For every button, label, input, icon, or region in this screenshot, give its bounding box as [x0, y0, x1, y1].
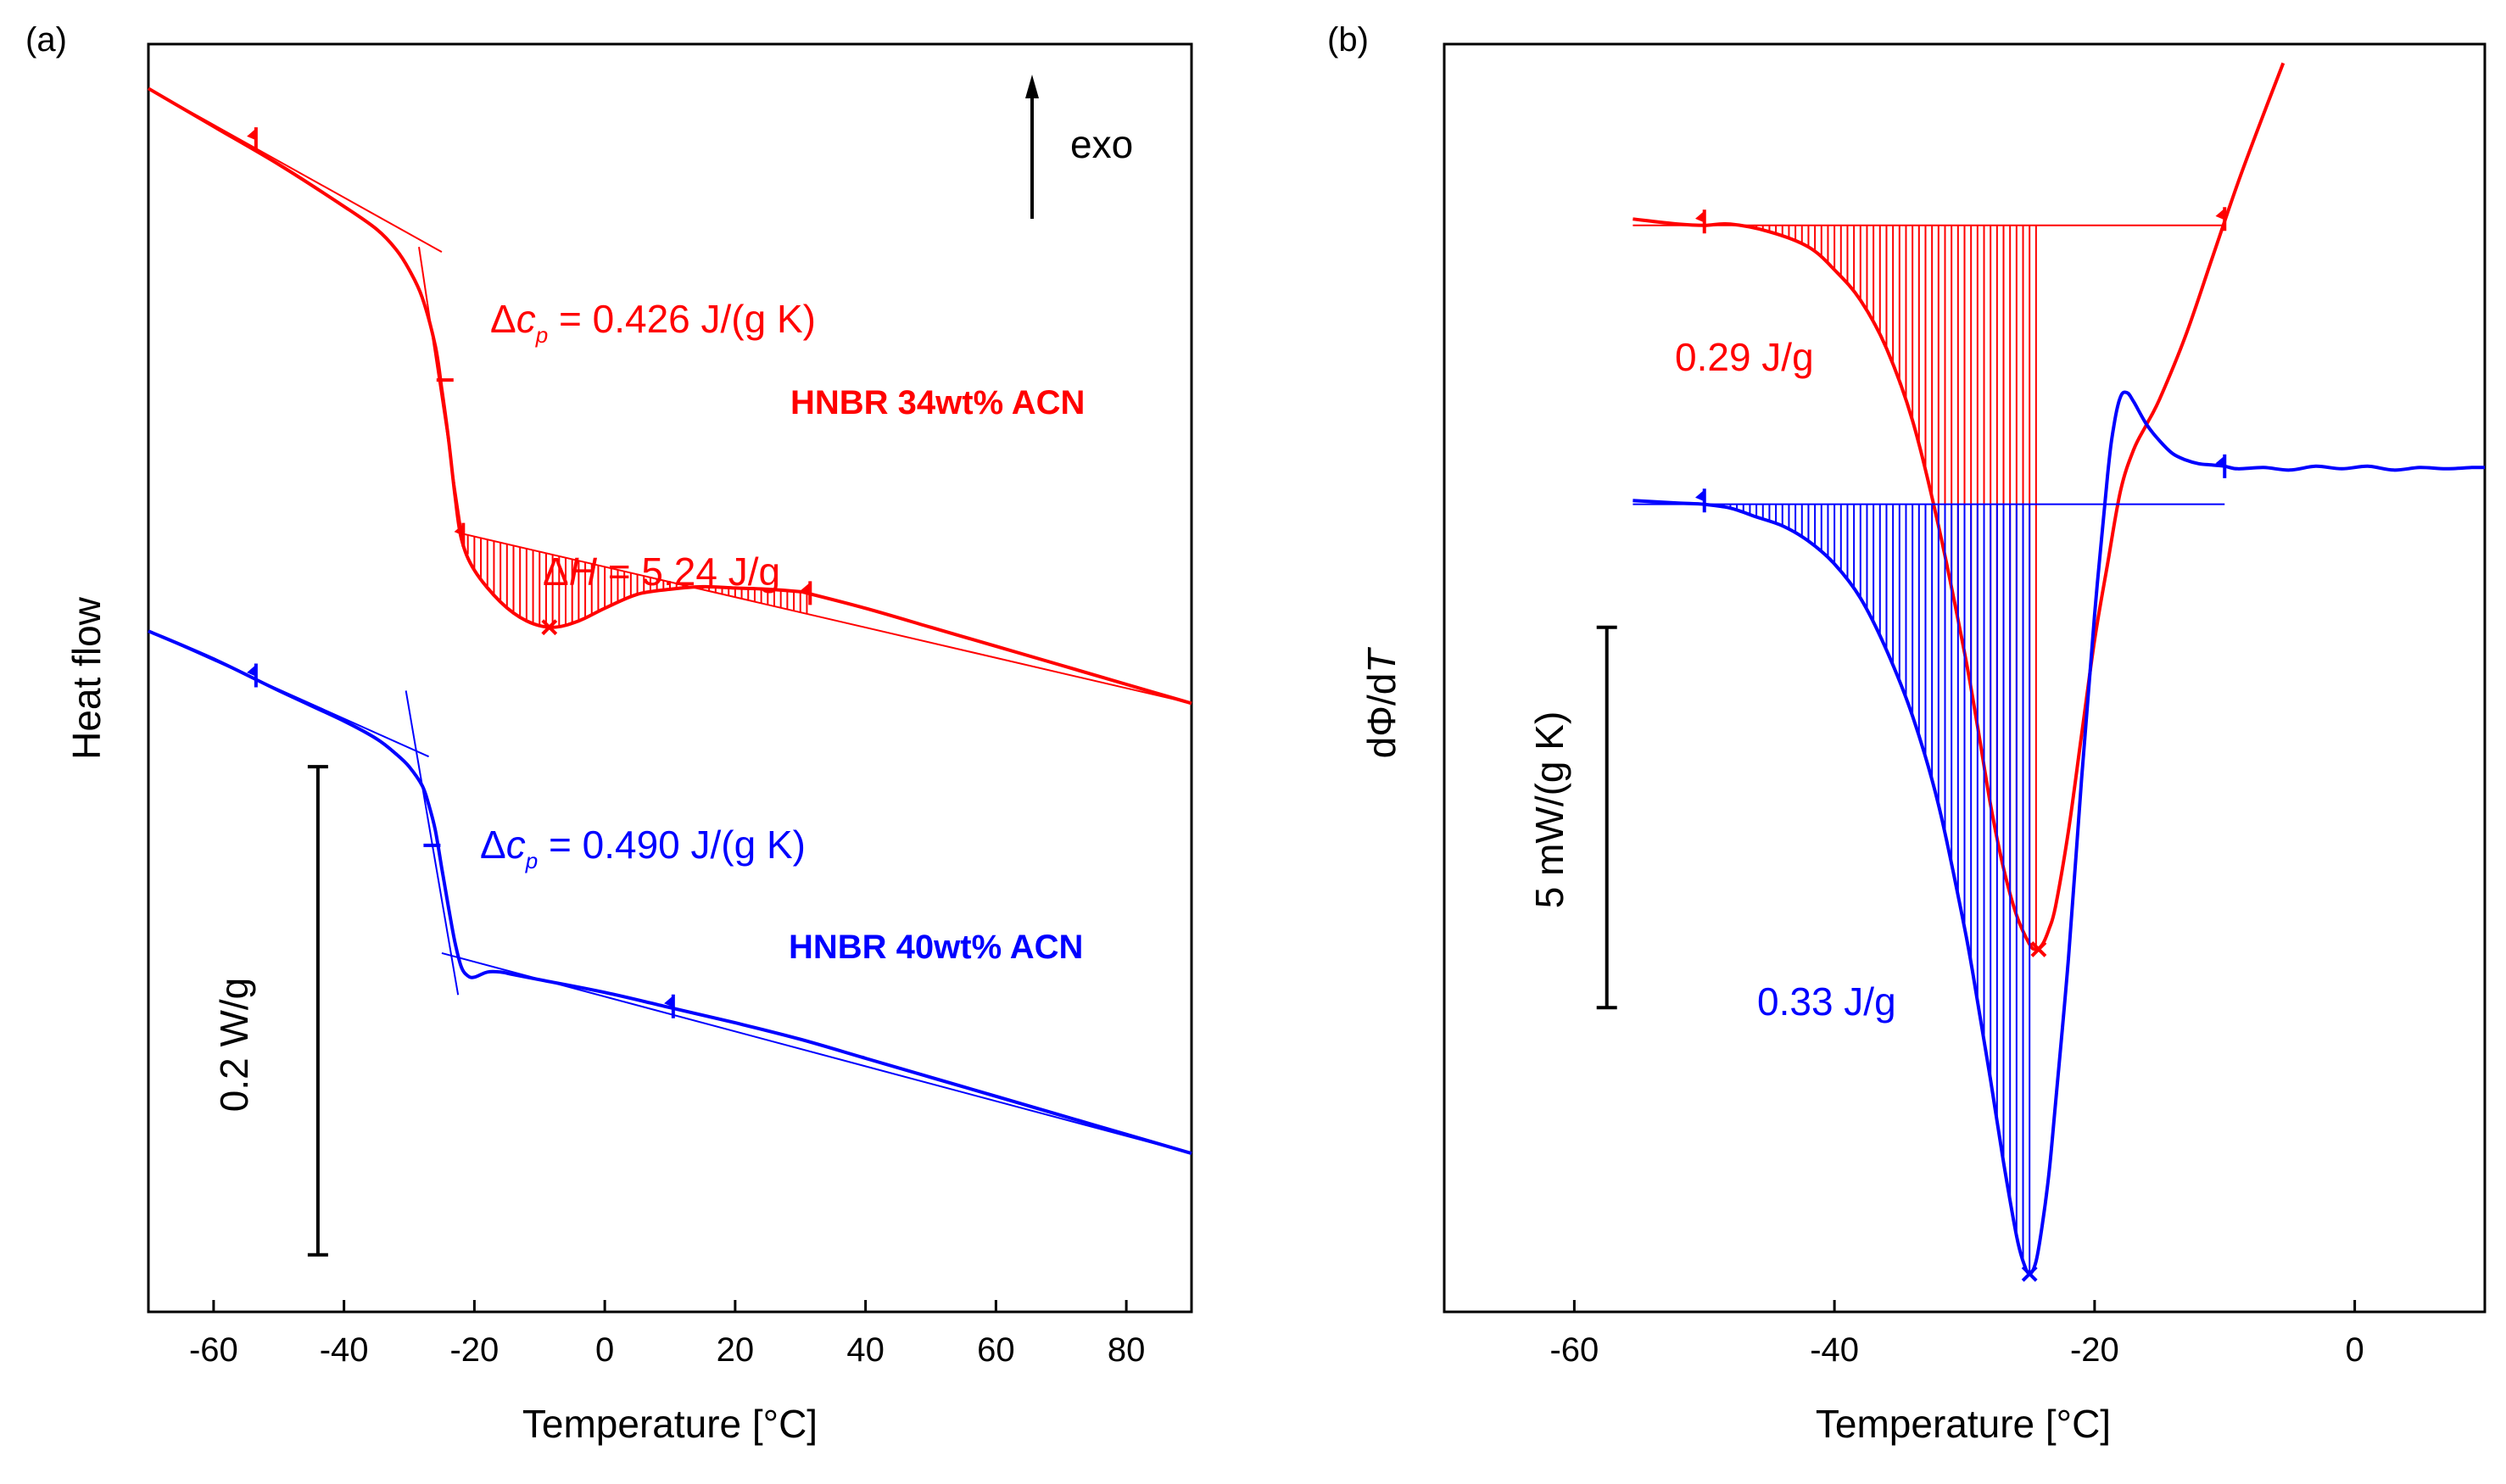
exo-label: exo	[1070, 122, 1133, 166]
x-tick-label: 0	[595, 1331, 614, 1369]
panel-a: (a) -60 -40 -20 0 20 40 60 80 Temperature [°C] …	[25, 21, 1193, 1446]
delta-cp-red: Δcp = 0.426 J/(g K)	[490, 297, 816, 348]
exo-arrow-head	[1025, 75, 1039, 98]
x-tick-label: -40	[1810, 1331, 1859, 1369]
series-b-hnbr40	[1633, 390, 2486, 1282]
limit-marker	[664, 994, 675, 1018]
x-ticks-a	[212, 1300, 1128, 1312]
x-tick-label: -60	[1549, 1331, 1599, 1369]
x-ticks-b	[1572, 1300, 2357, 1312]
limit-marker	[801, 581, 812, 605]
x-tick-label: 20	[717, 1331, 755, 1369]
delta-h-red: ΔH = 5.24 J/g	[543, 550, 780, 594]
limit-marker	[2215, 454, 2227, 478]
baseline	[460, 533, 1192, 705]
x-tick-label: 0	[2346, 1331, 2364, 1369]
sample-label-red: HNBR 34wt% ACN	[790, 384, 1085, 421]
x-tick-label: -40	[320, 1331, 369, 1369]
panel-a-label: (a)	[25, 21, 67, 59]
series-a-hnbr40	[148, 629, 1192, 1156]
limit-marker	[1695, 209, 1706, 234]
markers-b-hnbr34	[1695, 207, 2227, 957]
scale-bar-a-label: 0.2 W/g	[212, 978, 256, 1113]
hatch-region-b-hnbr40	[1710, 504, 2031, 1275]
hatch-region-b-hnbr34	[1710, 224, 2037, 950]
markers-b-hnbr40	[1695, 454, 2227, 1282]
limit-marker	[2215, 207, 2227, 232]
x-tick-label: 60	[977, 1331, 1015, 1369]
peak-marker	[2021, 1265, 2038, 1282]
markers-a-hnbr34	[247, 127, 812, 636]
x-tick-labels-a: -60 -40 -20 0 20 40 60 80	[189, 1331, 1145, 1369]
limit-marker	[1695, 488, 1706, 513]
scale-bar-a	[307, 765, 328, 1257]
x-tick-label: -20	[2070, 1331, 2119, 1369]
delta-cp-blue: Δcp = 0.490 J/(g K)	[480, 823, 806, 873]
x-tick-label: 40	[846, 1331, 885, 1369]
x-axis-label-a: Temperature [°C]	[522, 1402, 818, 1446]
baseline	[405, 690, 460, 996]
sample-label-blue: HNBR 40wt% ACN	[789, 929, 1083, 966]
y-axis-label-a: Heat flow	[64, 596, 109, 760]
y-axis-label-b: dΦ/dT	[1359, 647, 1404, 759]
x-tick-label: -60	[189, 1331, 238, 1369]
area-label-red: 0.29 J/g	[1675, 335, 1814, 379]
peak-marker	[541, 619, 558, 636]
plot-frame-b	[1443, 42, 2486, 1314]
baselines-a-hnbr40	[148, 630, 1192, 1155]
curve-b-hnbr40	[1633, 390, 2486, 1276]
curve-a-hnbr34	[147, 86, 1192, 706]
x-tick-labels-b: -60 -40 -20 0	[1549, 1331, 2364, 1369]
area-label-blue: 0.33 J/g	[1757, 979, 1896, 1024]
scale-bar-b-label: 5 mW/(g K)	[1527, 711, 1571, 909]
x-tick-label: 80	[1108, 1331, 1146, 1369]
limit-marker	[247, 127, 258, 152]
curve-a-hnbr40	[148, 629, 1192, 1156]
x-axis-label-b: Temperature [°C]	[1816, 1402, 2111, 1446]
x-tick-label: -20	[449, 1331, 499, 1369]
scale-bar-b	[1596, 625, 1617, 1010]
markers-a-hnbr40	[247, 663, 675, 1018]
plot-frame-a	[147, 42, 1193, 1314]
panel-b: (b) -60 -40 -20 0 Temperature [°C] dΦ/dT 5 …	[1327, 21, 2486, 1446]
limit-marker	[454, 522, 466, 547]
series-a-hnbr34	[147, 86, 1192, 706]
curve-b-hnbr34	[1633, 62, 2286, 951]
peak-marker	[2030, 941, 2047, 957]
limit-marker	[247, 663, 258, 688]
panel-b-label: (b)	[1327, 21, 1369, 59]
